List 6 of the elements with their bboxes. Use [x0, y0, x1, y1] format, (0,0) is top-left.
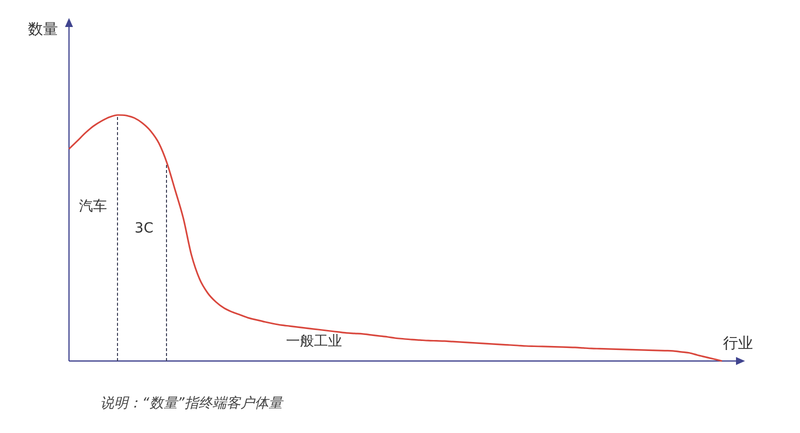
x-axis-title: 行业: [723, 334, 753, 352]
text: 说明：“数量”指终端客户体量: [100, 395, 283, 412]
annotation: 3C: [134, 220, 154, 237]
annotation: 汽车: [79, 198, 107, 215]
annotation: 一般工业: [286, 333, 342, 350]
text: 数量: [28, 20, 58, 38]
